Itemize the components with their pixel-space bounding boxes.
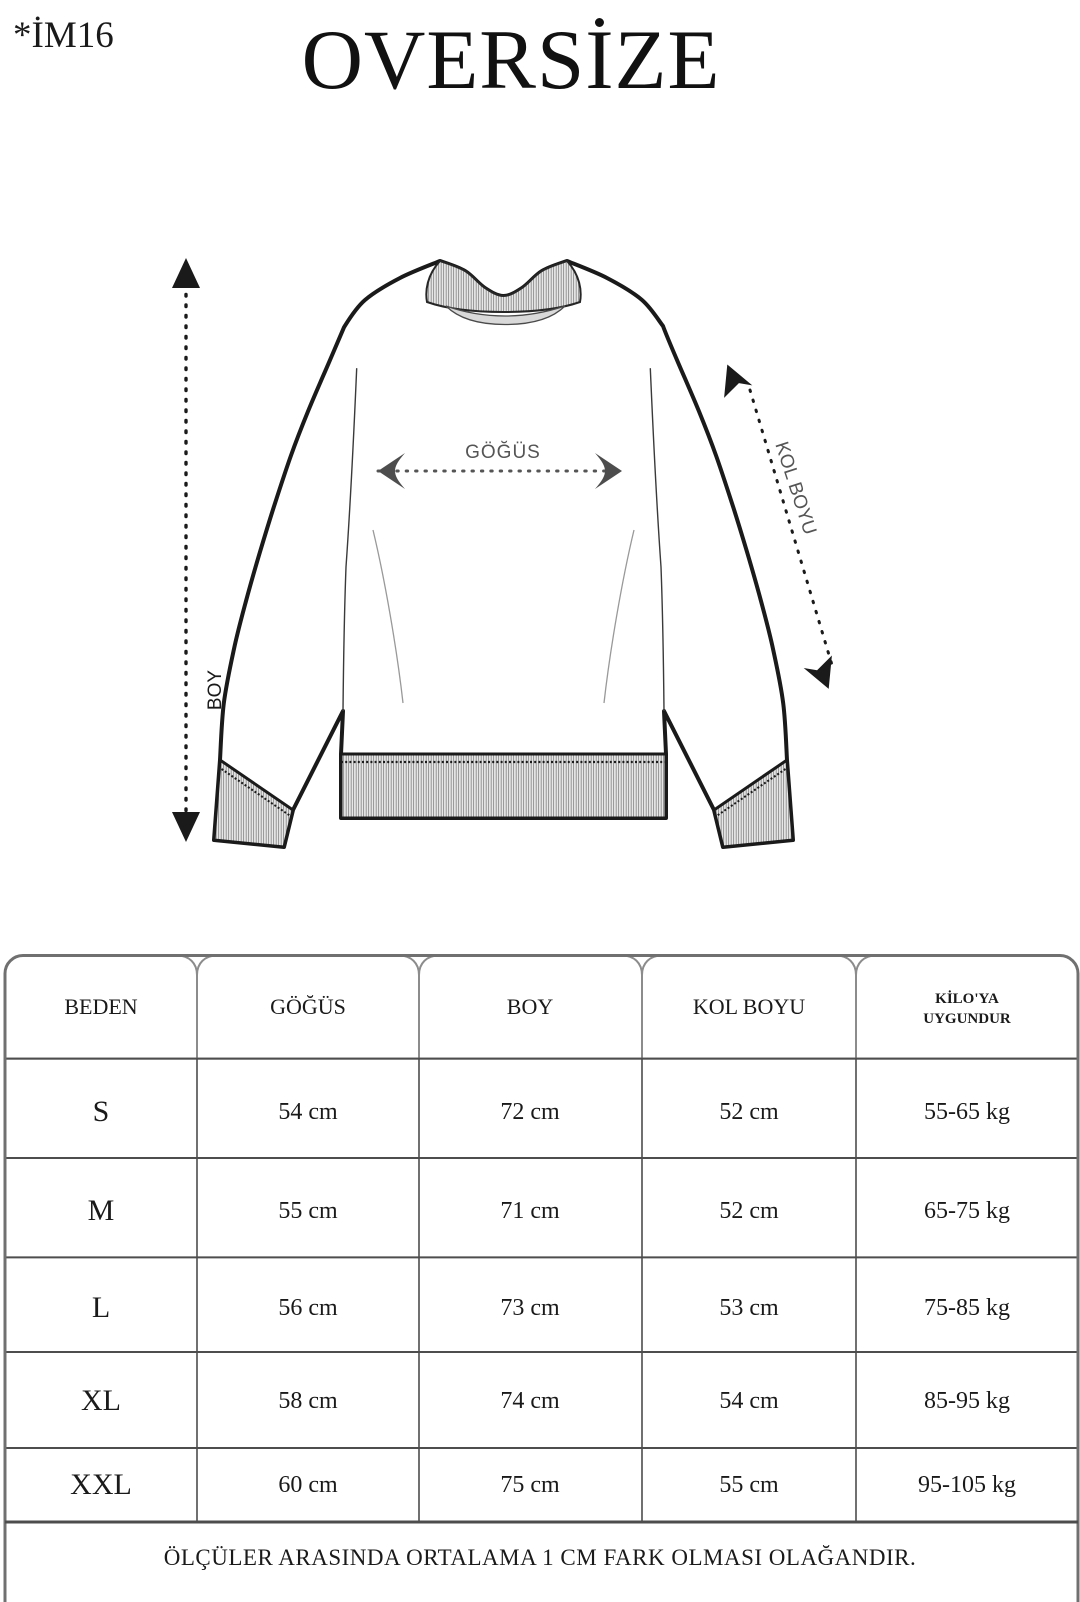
svg-text:S: S: [93, 1095, 110, 1128]
svg-text:65-75 kg: 65-75 kg: [924, 1198, 1010, 1224]
svg-text:85-95 kg: 85-95 kg: [924, 1388, 1010, 1414]
svg-text:GÖĞÜS: GÖĞÜS: [270, 994, 346, 1019]
svg-text:KOL BOYU: KOL BOYU: [693, 994, 805, 1019]
svg-text:52 cm: 52 cm: [719, 1099, 779, 1125]
svg-text:53 cm: 53 cm: [719, 1295, 779, 1321]
svg-text:M: M: [88, 1194, 115, 1227]
svg-text:58 cm: 58 cm: [278, 1388, 338, 1414]
svg-text:55 cm: 55 cm: [278, 1198, 338, 1224]
svg-text:95-105 kg: 95-105 kg: [918, 1472, 1016, 1498]
svg-text:UYGUNDUR: UYGUNDUR: [923, 1011, 1011, 1027]
svg-text:55-65 kg: 55-65 kg: [924, 1099, 1010, 1125]
svg-text:72 cm: 72 cm: [500, 1099, 560, 1125]
svg-text:KİLO'YA: KİLO'YA: [935, 990, 999, 1007]
svg-text:55 cm: 55 cm: [719, 1472, 779, 1498]
svg-text:56 cm: 56 cm: [278, 1295, 338, 1321]
svg-text:73 cm: 73 cm: [500, 1295, 560, 1321]
svg-text:54 cm: 54 cm: [278, 1099, 338, 1125]
svg-text:75-85 kg: 75-85 kg: [924, 1295, 1010, 1321]
svg-text:60 cm: 60 cm: [278, 1472, 338, 1498]
svg-text:75 cm: 75 cm: [500, 1472, 560, 1498]
svg-text:BOY: BOY: [507, 994, 554, 1019]
svg-text:54 cm: 54 cm: [719, 1388, 779, 1414]
svg-text:XL: XL: [81, 1384, 121, 1417]
svg-text:L: L: [92, 1291, 110, 1324]
svg-text:74 cm: 74 cm: [500, 1388, 560, 1414]
svg-text:XXL: XXL: [70, 1468, 132, 1501]
svg-text:52 cm: 52 cm: [719, 1198, 779, 1224]
svg-text:71 cm: 71 cm: [500, 1198, 560, 1224]
svg-text:BEDEN: BEDEN: [64, 994, 137, 1019]
